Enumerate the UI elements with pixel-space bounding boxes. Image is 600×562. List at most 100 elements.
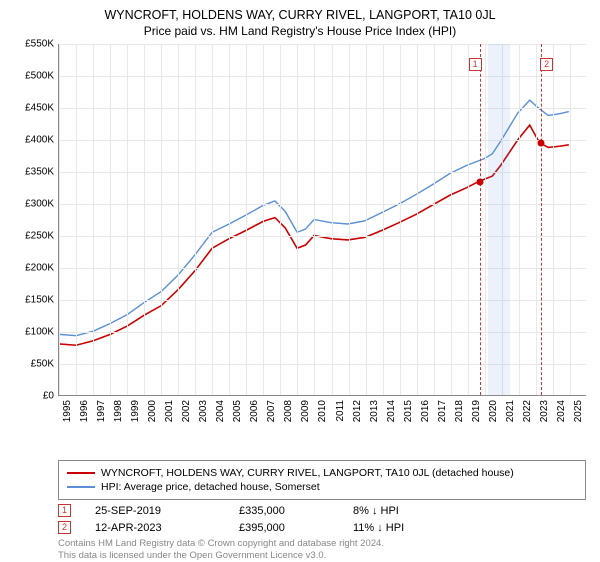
gridline-v <box>59 44 60 395</box>
gridline-v <box>195 44 196 395</box>
sale-rows: 1 25-SEP-2019 £335,000 8% ↓ HPI 2 12-APR-2023… <box>58 504 586 534</box>
xtick-label: 2015 <box>403 400 414 422</box>
gridline-v <box>280 44 281 395</box>
xtick-label: 2025 <box>573 400 584 422</box>
sale-vline <box>480 44 481 395</box>
xtick-label: 2013 <box>369 400 380 422</box>
gridline-v <box>144 44 145 395</box>
xtick-label: 1999 <box>130 400 141 422</box>
gridline-v <box>553 44 554 395</box>
xtick-label: 2007 <box>266 400 277 422</box>
sale-row-price: £335,000 <box>239 505 329 517</box>
ytick-label: £150K <box>10 295 54 306</box>
xtick-label: 2017 <box>437 400 448 422</box>
xtick-label: 2011 <box>335 400 346 422</box>
ytick-label: £550K <box>10 39 54 50</box>
ytick-label: £0 <box>10 391 54 402</box>
xtick-label: 2008 <box>283 400 294 422</box>
sale-marker-box: 2 <box>540 58 553 71</box>
xtick-label: 2006 <box>249 400 260 422</box>
gridline-v <box>332 44 333 395</box>
gridline-v <box>93 44 94 395</box>
gridline-v <box>434 44 435 395</box>
xtick-label: 2009 <box>300 400 311 422</box>
gridline-v <box>246 44 247 395</box>
legend-label: HPI: Average price, detached house, Some… <box>101 481 320 493</box>
gridline-v <box>212 44 213 395</box>
ytick-label: £500K <box>10 71 54 82</box>
title-sub: Price paid vs. HM Land Registry's House … <box>10 24 590 38</box>
xtick-label: 2001 <box>164 400 175 422</box>
xtick-label: 2021 <box>505 400 516 422</box>
xtick-label: 1996 <box>79 400 90 422</box>
ytick-label: £250K <box>10 231 54 242</box>
xtick-label: 2018 <box>454 400 465 422</box>
gridline-v <box>570 44 571 395</box>
gridline-v <box>468 44 469 395</box>
ytick-label: £400K <box>10 135 54 146</box>
sale-row-diff: 8% ↓ HPI <box>353 505 463 517</box>
ytick-label: £450K <box>10 103 54 114</box>
sale-row: 2 12-APR-2023 £395,000 11% ↓ HPI <box>58 521 586 534</box>
sale-row-date: 25-SEP-2019 <box>95 505 215 517</box>
legend-swatch <box>67 472 95 474</box>
xtick-label: 2024 <box>556 400 567 422</box>
chart-container: WYNCROFT, HOLDENS WAY, CURRY RIVEL, LANG… <box>0 0 600 560</box>
gridline-v <box>451 44 452 395</box>
highlight-band <box>488 44 510 395</box>
gridline-v <box>536 44 537 395</box>
xtick-label: 2010 <box>317 400 328 422</box>
sale-vline <box>541 44 542 395</box>
gridline-v <box>110 44 111 395</box>
gridline-v <box>383 44 384 395</box>
gridline-v <box>76 44 77 395</box>
sale-row-price: £395,000 <box>239 522 329 534</box>
gridline-v <box>263 44 264 395</box>
gridline-v <box>349 44 350 395</box>
sale-row-diff: 11% ↓ HPI <box>353 522 463 534</box>
sale-dot <box>537 140 544 147</box>
ytick-label: £300K <box>10 199 54 210</box>
gridline-v <box>178 44 179 395</box>
xtick-label: 1998 <box>113 400 124 422</box>
ytick-label: £100K <box>10 327 54 338</box>
ytick-label: £50K <box>10 359 54 370</box>
gridline-v <box>314 44 315 395</box>
gridline-v <box>485 44 486 395</box>
ytick-label: £200K <box>10 263 54 274</box>
sale-row-date: 12-APR-2023 <box>95 522 215 534</box>
gridline-v <box>417 44 418 395</box>
gridline-v <box>127 44 128 395</box>
sale-marker-box: 1 <box>469 58 482 71</box>
legend: WYNCROFT, HOLDENS WAY, CURRY RIVEL, LANG… <box>58 460 586 500</box>
gridline-v <box>519 44 520 395</box>
legend-row: HPI: Average price, detached house, Some… <box>67 481 577 493</box>
gridline-v <box>297 44 298 395</box>
sale-row-box: 2 <box>58 521 71 534</box>
gridline-v <box>161 44 162 395</box>
sale-row: 1 25-SEP-2019 £335,000 8% ↓ HPI <box>58 504 586 517</box>
xtick-label: 2019 <box>471 400 482 422</box>
plot-area: 12 <box>58 44 586 396</box>
xtick-label: 2012 <box>352 400 363 422</box>
footer: Contains HM Land Registry data © Crown c… <box>58 538 586 562</box>
xtick-label: 2004 <box>215 400 226 422</box>
sale-row-box: 1 <box>58 504 71 517</box>
xtick-label: 2016 <box>420 400 431 422</box>
gridline-v <box>229 44 230 395</box>
xtick-label: 2020 <box>488 400 499 422</box>
title-block: WYNCROFT, HOLDENS WAY, CURRY RIVEL, LANG… <box>10 8 590 38</box>
legend-label: WYNCROFT, HOLDENS WAY, CURRY RIVEL, LANG… <box>101 467 514 479</box>
gridline-v <box>366 44 367 395</box>
footer-line-1: Contains HM Land Registry data © Crown c… <box>58 538 586 550</box>
xtick-label: 2002 <box>181 400 192 422</box>
legend-row: WYNCROFT, HOLDENS WAY, CURRY RIVEL, LANG… <box>67 467 577 479</box>
xtick-label: 1997 <box>96 400 107 422</box>
xtick-label: 2003 <box>198 400 209 422</box>
xtick-label: 2014 <box>386 400 397 422</box>
sale-dot <box>477 178 484 185</box>
title-main: WYNCROFT, HOLDENS WAY, CURRY RIVEL, LANG… <box>10 8 590 22</box>
xtick-label: 2000 <box>147 400 158 422</box>
xtick-label: 2022 <box>522 400 533 422</box>
chart-wrap: 12 £0£50K£100K£150K£200K£250K£300K£350K£… <box>10 44 590 424</box>
